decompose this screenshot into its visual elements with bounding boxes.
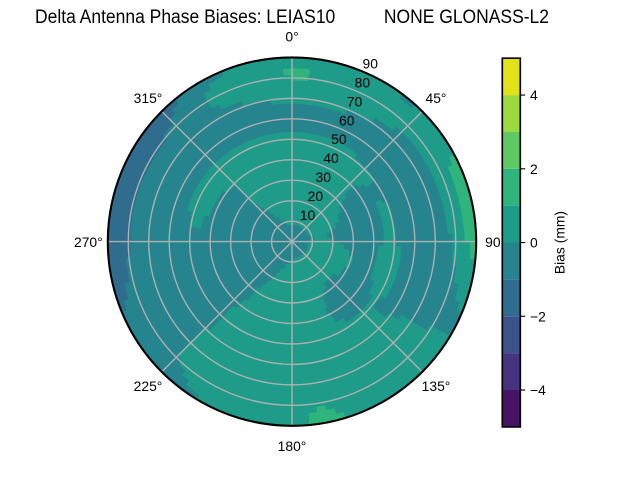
svg-text:315°: 315° bbox=[134, 90, 163, 106]
svg-text:80: 80 bbox=[355, 74, 371, 90]
svg-text:0: 0 bbox=[530, 235, 538, 251]
svg-text:40: 40 bbox=[323, 150, 339, 166]
svg-text:90: 90 bbox=[362, 56, 378, 72]
svg-text:2: 2 bbox=[530, 161, 538, 177]
svg-text:225°: 225° bbox=[134, 378, 163, 394]
svg-text:50: 50 bbox=[331, 131, 347, 147]
svg-text:180°: 180° bbox=[278, 438, 307, 454]
svg-text:45°: 45° bbox=[426, 90, 447, 106]
svg-text:30: 30 bbox=[315, 169, 331, 185]
svg-text:0°: 0° bbox=[285, 29, 298, 45]
svg-text:270°: 270° bbox=[74, 234, 103, 250]
svg-text:10: 10 bbox=[300, 207, 316, 223]
svg-text:−4: −4 bbox=[530, 382, 546, 398]
svg-text:70: 70 bbox=[347, 93, 363, 109]
svg-text:90°: 90° bbox=[485, 234, 506, 250]
svg-text:Bias (mm): Bias (mm) bbox=[551, 211, 567, 274]
svg-text:135°: 135° bbox=[422, 378, 451, 394]
svg-text:60: 60 bbox=[339, 112, 355, 128]
svg-text:−2: −2 bbox=[530, 308, 546, 324]
svg-text:4: 4 bbox=[530, 87, 538, 103]
svg-text:20: 20 bbox=[308, 188, 324, 204]
svg-text:Delta Antenna Phase Biases: LE: Delta Antenna Phase Biases: LEIAS10 NONE… bbox=[35, 6, 549, 28]
